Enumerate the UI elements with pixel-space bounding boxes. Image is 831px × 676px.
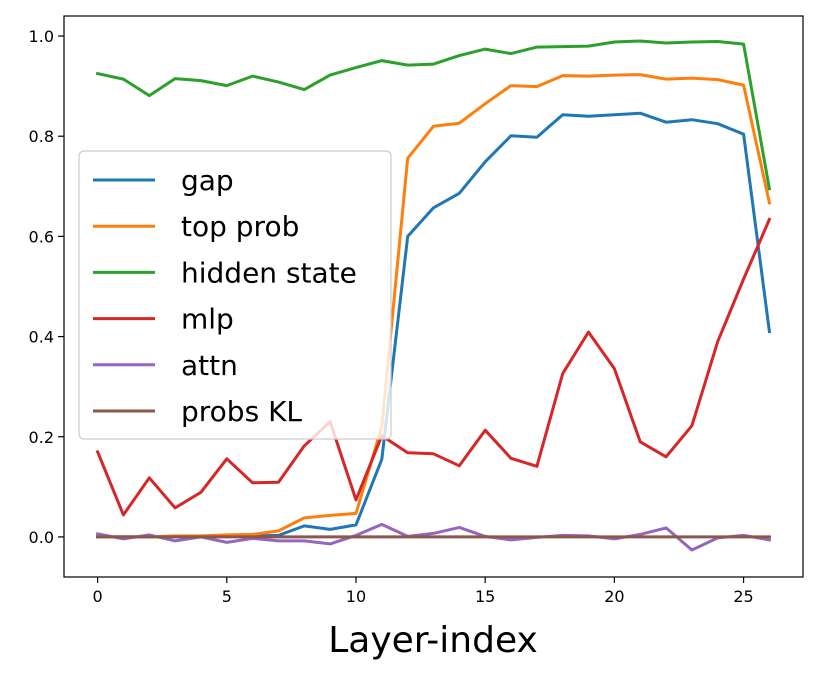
x-tick-label: 25 — [733, 587, 753, 606]
legend-label-2: hidden state — [181, 256, 357, 289]
plot-frame — [63, 15, 804, 578]
legend-box — [78, 150, 392, 440]
y-tick-label: 1.0 — [29, 27, 54, 46]
x-tick-label: 20 — [604, 587, 624, 606]
y-tick-label: 0.6 — [29, 227, 54, 246]
legend-label-5: probs KL — [181, 395, 302, 428]
legend-label-1: top prob — [181, 210, 299, 243]
series-line-2 — [95, 39, 772, 191]
legend-label-0: gap — [181, 164, 234, 197]
x-axis-title: Layer-index — [328, 620, 538, 661]
x-tick-label: 15 — [475, 587, 495, 606]
y-tick-label: 0.2 — [29, 428, 54, 447]
x-tick-label: 10 — [346, 587, 366, 606]
x-tick-label: 5 — [222, 587, 232, 606]
series-line-3 — [95, 217, 772, 517]
series-line-4 — [95, 522, 772, 552]
x-axis-ticks: 0 5 10 15 20 25 — [92, 577, 754, 606]
x-tick-label: 0 — [92, 587, 102, 606]
y-axis-ticks: 0.0 0.2 0.4 0.6 0.8 1.0 — [29, 27, 64, 547]
legend-label-3: mlp — [181, 303, 234, 336]
y-tick-label: 0.0 — [29, 528, 54, 547]
series-lines — [95, 39, 772, 552]
legend: gap top prob hidden state mlp attn probs KL — [78, 150, 392, 440]
y-tick-label: 0.4 — [29, 328, 54, 347]
legend-label-4: attn — [181, 349, 238, 382]
y-tick-label: 0.8 — [29, 127, 54, 146]
